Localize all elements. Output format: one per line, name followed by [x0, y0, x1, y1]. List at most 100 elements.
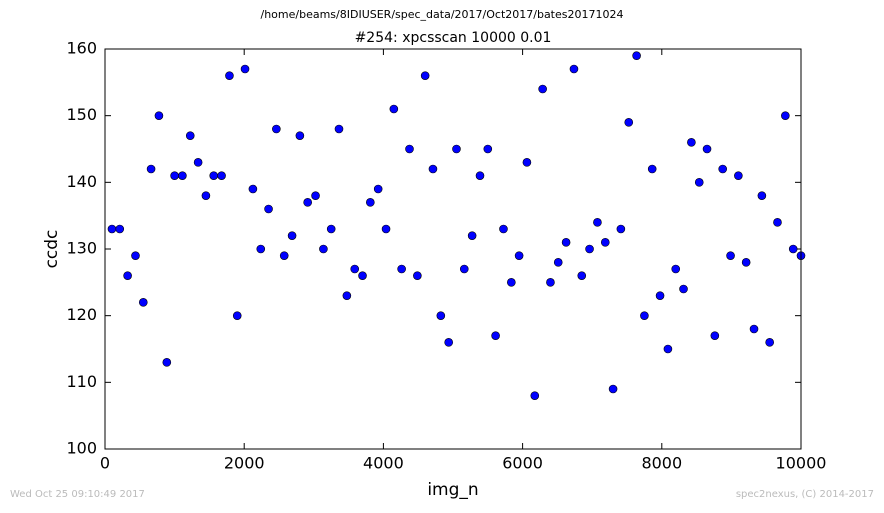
data-point: [279, 251, 289, 260]
data-point: [679, 284, 688, 294]
data-point: [530, 391, 540, 400]
data-point: [428, 164, 438, 174]
data-point: [577, 271, 587, 280]
data-point: [389, 104, 399, 114]
data-point: [773, 218, 782, 227]
data-point: [123, 271, 132, 280]
y-tick-label: 110: [66, 372, 97, 391]
data-point: [663, 344, 673, 354]
data-point: [444, 338, 453, 347]
data-point: [107, 224, 117, 234]
data-point: [287, 231, 297, 240]
data-point: [185, 131, 195, 140]
data-point: [358, 271, 367, 280]
data-point: [256, 244, 266, 254]
data-point: [467, 231, 477, 240]
data-point: [146, 164, 156, 174]
x-axis-label: img_n: [427, 480, 478, 500]
data-point: [507, 278, 516, 287]
y-tick-label: 130: [66, 239, 97, 258]
data-point: [225, 71, 234, 80]
data-point: [373, 184, 383, 194]
data-point: [514, 251, 524, 260]
data-point: [170, 171, 179, 180]
data-point: [671, 264, 681, 274]
data-point: [436, 311, 446, 320]
x-tick-label: 0: [100, 454, 110, 473]
data-point: [350, 264, 360, 274]
data-point: [616, 224, 626, 234]
data-point: [655, 291, 665, 300]
data-point: [232, 311, 242, 320]
data-point: [295, 131, 305, 140]
data-point: [765, 338, 774, 347]
data-point: [413, 271, 422, 280]
plot-frame: [104, 48, 802, 450]
data-point: [569, 64, 579, 74]
x-tick-label: 10000: [776, 454, 827, 473]
data-point: [334, 124, 344, 134]
data-point: [749, 324, 759, 334]
data-point: [608, 384, 618, 394]
data-point: [600, 238, 610, 247]
data-point: [138, 298, 148, 307]
data-point: [248, 184, 258, 194]
data-point: [757, 191, 767, 200]
data-point: [459, 264, 469, 274]
data-point: [741, 258, 751, 267]
data-point: [201, 191, 211, 200]
chart-title: #254: xpcsscan 10000 0.01: [355, 30, 552, 46]
data-point: [217, 171, 226, 180]
data-point: [499, 224, 508, 234]
data-point: [522, 158, 532, 167]
data-point: [452, 144, 461, 154]
data-point: [326, 224, 336, 234]
data-point: [131, 251, 140, 260]
data-point: [209, 171, 219, 180]
data-point: [593, 218, 602, 227]
y-tick-label: 150: [66, 105, 97, 124]
data-point: [272, 124, 281, 134]
data-point: [264, 204, 273, 214]
data-point: [718, 164, 728, 174]
data-point: [788, 244, 798, 254]
data-point: [397, 264, 406, 274]
data-point: [710, 331, 720, 340]
data-point: [475, 171, 485, 180]
y-tick-label: 120: [66, 305, 97, 324]
data-point: [726, 251, 735, 260]
y-tick-label: 140: [66, 172, 97, 191]
data-point: [538, 84, 547, 94]
data-point: [624, 118, 634, 127]
data-point: [178, 171, 187, 180]
x-tick-label: 6000: [502, 454, 543, 473]
data-point: [319, 244, 328, 254]
data-point: [647, 164, 657, 174]
data-point: [546, 278, 555, 287]
data-point: [115, 224, 125, 234]
data-point: [781, 111, 790, 120]
data-point: [405, 144, 414, 154]
data-point: [694, 178, 704, 187]
y-tick-label: 100: [66, 439, 97, 458]
data-point: [640, 311, 649, 320]
y-axis-label: ccdc: [42, 230, 62, 269]
data-point: [366, 198, 375, 207]
footer-right: spec2nexus, (C) 2014-2017: [736, 489, 874, 500]
data-point: [483, 144, 493, 154]
data-point: [420, 71, 430, 80]
data-point: [734, 171, 743, 180]
data-point: [491, 331, 500, 340]
data-point: [162, 358, 172, 367]
data-point: [585, 244, 594, 254]
data-point: [561, 238, 571, 247]
data-point: [381, 224, 391, 234]
x-tick-label: 4000: [363, 454, 404, 473]
suptitle: /home/beams/8IDIUSER/spec_data/2017/Oct2…: [261, 8, 624, 21]
x-tick-label: 8000: [641, 454, 682, 473]
footer-left: Wed Oct 25 09:10:49 2017: [10, 489, 145, 500]
data-point: [632, 51, 641, 60]
data-point: [311, 191, 320, 200]
